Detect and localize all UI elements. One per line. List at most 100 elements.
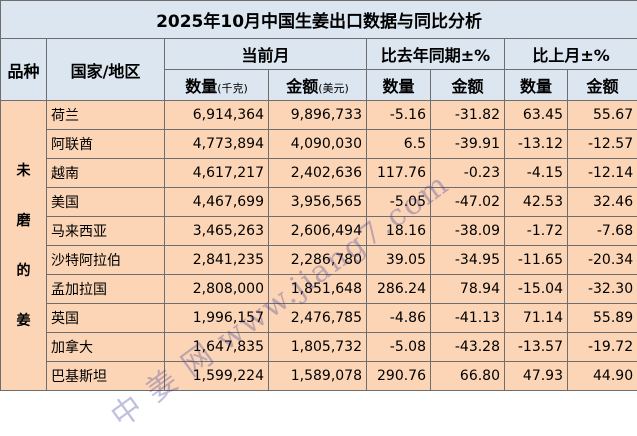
cell-qty: 3,465,263 xyxy=(165,217,269,246)
cell-amt: 2,402,636 xyxy=(269,159,367,188)
cell-yoy-qty: -5.16 xyxy=(367,101,431,130)
cell-amt: 9,896,733 xyxy=(269,101,367,130)
cell-mom-qty: 42.53 xyxy=(505,188,568,217)
ginger-export-table: 2025年10月中国生姜出口数据与同比分析 品种 国家/地区 当前月 比去年同期… xyxy=(0,0,637,391)
cell-yoy-qty: 18.16 xyxy=(367,217,431,246)
category-char: 的 xyxy=(5,246,42,296)
cell-yoy-amt: -39.91 xyxy=(431,130,505,159)
cell-mom-qty: -13.12 xyxy=(505,130,568,159)
cell-mom-qty: -4.15 xyxy=(505,159,568,188)
cell-mom-amt: -32.30 xyxy=(568,275,637,304)
cell-qty: 1,996,157 xyxy=(165,304,269,333)
cell-country: 巴基斯坦 xyxy=(47,362,165,391)
cell-mom-amt: -20.34 xyxy=(568,246,637,275)
cell-amt: 1,805,732 xyxy=(269,333,367,362)
cell-mom-amt: 55.67 xyxy=(568,101,637,130)
cell-amt: 1,851,648 xyxy=(269,275,367,304)
cell-country: 美国 xyxy=(47,188,165,217)
cell-mom-qty: 63.45 xyxy=(505,101,568,130)
cell-mom-qty: -15.04 xyxy=(505,275,568,304)
qty-header: 数量(千克) xyxy=(165,70,269,101)
cell-mom-qty: -11.65 xyxy=(505,246,568,275)
category-cell: 未磨的姜 xyxy=(1,101,47,391)
cell-qty: 2,808,000 xyxy=(165,275,269,304)
category-char: 未 xyxy=(5,146,42,196)
cell-yoy-qty: 290.76 xyxy=(367,362,431,391)
cell-qty: 1,599,224 xyxy=(165,362,269,391)
cell-yoy-amt: 66.80 xyxy=(431,362,505,391)
cell-yoy-amt: -43.28 xyxy=(431,333,505,362)
cell-amt: 1,589,078 xyxy=(269,362,367,391)
mom-amt-header: 金额 xyxy=(568,70,637,101)
table-title: 2025年10月中国生姜出口数据与同比分析 xyxy=(1,1,637,39)
cell-mom-amt: -12.57 xyxy=(568,130,637,159)
cell-country: 越南 xyxy=(47,159,165,188)
cell-amt: 2,606,494 xyxy=(269,217,367,246)
category-char: 磨 xyxy=(5,196,42,246)
cell-mom-amt: 55.89 xyxy=(568,304,637,333)
cell-qty: 2,841,235 xyxy=(165,246,269,275)
cell-qty: 6,914,364 xyxy=(165,101,269,130)
cell-qty: 1,647,835 xyxy=(165,333,269,362)
cell-mom-qty: -1.72 xyxy=(505,217,568,246)
cell-amt: 4,090,030 xyxy=(269,130,367,159)
cell-yoy-amt: -47.02 xyxy=(431,188,505,217)
cell-mom-qty: -13.57 xyxy=(505,333,568,362)
cell-qty: 4,773,894 xyxy=(165,130,269,159)
cell-amt: 2,286,780 xyxy=(269,246,367,275)
cell-yoy-amt: -34.95 xyxy=(431,246,505,275)
yoy-header: 比去年同期±% xyxy=(367,39,505,70)
cell-amt: 3,956,565 xyxy=(269,188,367,217)
cell-yoy-qty: 286.24 xyxy=(367,275,431,304)
cell-yoy-qty: -5.05 xyxy=(367,188,431,217)
cell-amt: 2,476,785 xyxy=(269,304,367,333)
current-month-header: 当前月 xyxy=(165,39,367,70)
cell-yoy-qty: -4.86 xyxy=(367,304,431,333)
cell-country: 马来西亚 xyxy=(47,217,165,246)
amt-unit: (美元) xyxy=(318,82,349,95)
cell-country: 沙特阿拉伯 xyxy=(47,246,165,275)
cell-yoy-qty: -5.08 xyxy=(367,333,431,362)
cell-yoy-qty: 39.05 xyxy=(367,246,431,275)
cell-yoy-amt: -38.09 xyxy=(431,217,505,246)
cell-qty: 4,467,699 xyxy=(165,188,269,217)
mom-header: 比上月±% xyxy=(505,39,637,70)
cell-yoy-qty: 117.76 xyxy=(367,159,431,188)
cell-qty: 4,617,217 xyxy=(165,159,269,188)
cell-mom-amt: -7.68 xyxy=(568,217,637,246)
cell-yoy-amt: -31.82 xyxy=(431,101,505,130)
category-char: 姜 xyxy=(5,296,42,346)
mom-qty-header: 数量 xyxy=(505,70,568,101)
yoy-amt-header: 金额 xyxy=(431,70,505,101)
cell-country: 孟加拉国 xyxy=(47,275,165,304)
cell-yoy-amt: 78.94 xyxy=(431,275,505,304)
amt-header: 金额(美元) xyxy=(269,70,367,101)
qty-unit: (千克) xyxy=(217,82,248,95)
category-header: 品种 xyxy=(1,39,47,101)
cell-yoy-amt: -41.13 xyxy=(431,304,505,333)
cell-country: 加拿大 xyxy=(47,333,165,362)
yoy-qty-header: 数量 xyxy=(367,70,431,101)
cell-mom-amt: 32.46 xyxy=(568,188,637,217)
cell-yoy-amt: -0.23 xyxy=(431,159,505,188)
cell-mom-amt: -19.72 xyxy=(568,333,637,362)
cell-mom-amt: 44.90 xyxy=(568,362,637,391)
cell-country: 阿联酋 xyxy=(47,130,165,159)
cell-mom-qty: 47.93 xyxy=(505,362,568,391)
cell-mom-qty: 71.14 xyxy=(505,304,568,333)
cell-yoy-qty: 6.5 xyxy=(367,130,431,159)
cell-country: 英国 xyxy=(47,304,165,333)
cell-mom-amt: -12.14 xyxy=(568,159,637,188)
country-header: 国家/地区 xyxy=(47,39,165,101)
cell-country: 荷兰 xyxy=(47,101,165,130)
